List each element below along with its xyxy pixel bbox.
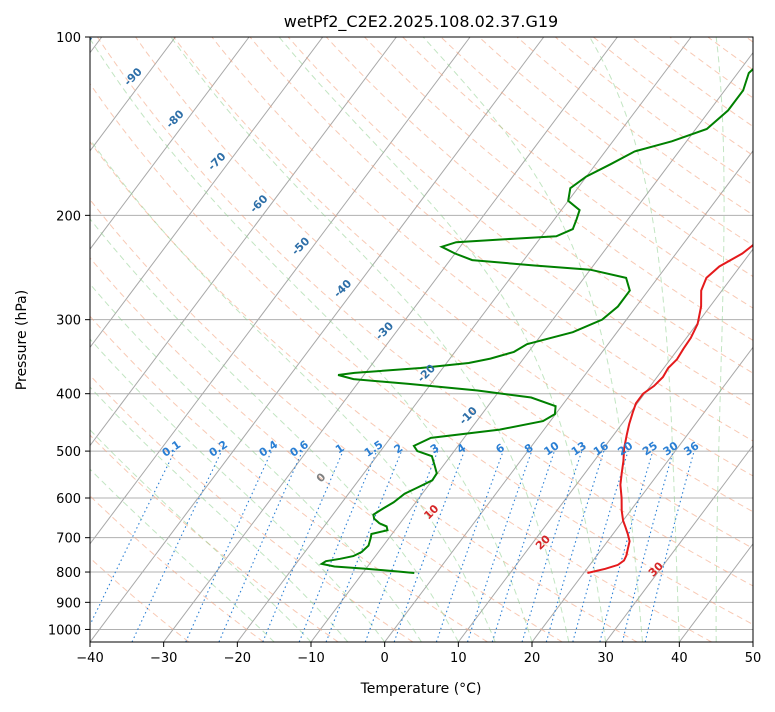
dry-adiabat bbox=[21, 37, 712, 642]
y-axis-label: Pressure (hPa) bbox=[14, 290, 30, 390]
mixing-ratio-line bbox=[645, 451, 694, 642]
isotherm-label: -60 bbox=[247, 192, 270, 215]
y-tick-label: 600 bbox=[56, 492, 81, 507]
isotherm-label: -40 bbox=[331, 277, 354, 300]
moist-adiabat bbox=[0, 37, 385, 642]
moist-adiabat bbox=[0, 37, 311, 642]
x-tick-label: 40 bbox=[671, 651, 688, 666]
x-tick-label: −20 bbox=[224, 651, 251, 666]
isotherm-line bbox=[0, 37, 323, 642]
dry-adiabat bbox=[0, 37, 264, 642]
mixing-ratio-line bbox=[299, 451, 377, 642]
mixing-ratio-label: 30 bbox=[661, 439, 681, 459]
x-tick-label: 10 bbox=[450, 651, 467, 666]
x-tick-label: −10 bbox=[297, 651, 324, 666]
moist-adiabat bbox=[716, 37, 724, 642]
isotherm-line bbox=[753, 37, 775, 642]
isotherm-line bbox=[90, 37, 544, 642]
mixing-ratio-label: 0.1 bbox=[160, 438, 183, 460]
dry-adiabat bbox=[0, 37, 413, 642]
moist-adiabat bbox=[0, 37, 422, 642]
mixing-ratio-label: 2 bbox=[392, 441, 406, 456]
chart-title: wetPf2_C2E2.2025.108.02.37.G19 bbox=[284, 12, 558, 32]
moist-adiabat bbox=[423, 37, 642, 642]
mixing-ratio-label: 0.4 bbox=[257, 438, 281, 460]
mixing-ratio-line bbox=[622, 451, 673, 642]
y-tick-label: 1000 bbox=[48, 623, 81, 638]
y-tick-label: 400 bbox=[56, 388, 81, 403]
moist-adiabat bbox=[0, 37, 458, 642]
dry-adiabat bbox=[555, 37, 775, 642]
x-tick-label: 20 bbox=[524, 651, 541, 666]
mixing-ratio-label: 36 bbox=[681, 439, 701, 459]
isotherm-label: -90 bbox=[122, 65, 145, 88]
dry-adiabat bbox=[708, 37, 775, 642]
mixing-ratio-label: 3 bbox=[428, 441, 442, 456]
isotherm-label: -20 bbox=[415, 361, 438, 384]
mixing-ratio-label: 0.6 bbox=[288, 438, 312, 460]
dry-adiabat bbox=[746, 37, 775, 642]
x-axis-label: Temperature (°C) bbox=[360, 681, 482, 697]
mixing-ratio-label: 20 bbox=[615, 439, 635, 459]
dry-adiabat bbox=[441, 37, 775, 642]
y-tick-label: 800 bbox=[56, 566, 81, 581]
moist-adiabat bbox=[171, 37, 569, 642]
mixing-ratio-label: 25 bbox=[640, 439, 660, 458]
moist-adiabat bbox=[89, 37, 532, 642]
dewpoint-profile-line bbox=[322, 37, 775, 573]
x-tick-label: −30 bbox=[150, 651, 177, 666]
dry-adiabat-label: 30 bbox=[646, 559, 666, 579]
mixing-ratio-label: 13 bbox=[569, 439, 589, 458]
mixing-ratio-label: 0.2 bbox=[207, 438, 230, 460]
isotherm-line bbox=[532, 37, 775, 642]
y-tick-label: 700 bbox=[56, 532, 81, 547]
x-tick-label: 50 bbox=[745, 651, 762, 666]
mixing-ratio-line bbox=[573, 451, 628, 642]
y-tick-label: 900 bbox=[56, 596, 81, 611]
isotherm-label: -80 bbox=[163, 107, 186, 130]
dry-adiabat-label: 20 bbox=[533, 532, 553, 552]
plot-frame bbox=[90, 37, 753, 642]
mixing-ratio-line bbox=[82, 451, 175, 642]
isotherm-label: -50 bbox=[289, 234, 312, 257]
isotherm-label: -70 bbox=[205, 150, 228, 173]
plot-area bbox=[322, 37, 775, 573]
mixing-ratio-line bbox=[546, 451, 604, 642]
mixing-ratio-label: 1.5 bbox=[362, 438, 385, 460]
background-lines bbox=[0, 37, 775, 642]
mixing-ratio-label: 4 bbox=[455, 441, 469, 456]
mixing-ratio-line bbox=[394, 451, 464, 642]
isotherm-line bbox=[0, 37, 249, 642]
y-tick-label: 100 bbox=[56, 31, 81, 46]
isotherm-line bbox=[679, 37, 775, 642]
mixing-ratio-line bbox=[219, 451, 302, 642]
x-tick-label: −40 bbox=[76, 651, 103, 666]
isotherm-line bbox=[458, 37, 775, 642]
dry-adiabat bbox=[0, 37, 562, 642]
mixing-ratio-label: 10 bbox=[542, 439, 562, 459]
x-tick-label: 30 bbox=[597, 651, 614, 666]
moist-adiabat bbox=[0, 37, 274, 642]
mixing-ratio-line bbox=[365, 451, 437, 642]
y-tick-label: 200 bbox=[56, 209, 81, 224]
isotherm-label: -30 bbox=[373, 319, 396, 342]
x-tick-label: 0 bbox=[381, 651, 389, 666]
mixing-ratio-line bbox=[326, 451, 401, 642]
mixing-ratio-line bbox=[263, 451, 343, 642]
isotherm-label: -100 bbox=[77, 20, 106, 49]
y-tick-label: 500 bbox=[56, 445, 81, 460]
mixing-ratio-line bbox=[436, 451, 503, 642]
y-tick-label: 300 bbox=[56, 314, 81, 329]
isotherm-label: -10 bbox=[457, 404, 480, 427]
mixing-ratio-label: 6 bbox=[493, 441, 507, 456]
dry-adiabat bbox=[403, 37, 775, 642]
dry-adiabat-label: 40 bbox=[760, 584, 775, 604]
